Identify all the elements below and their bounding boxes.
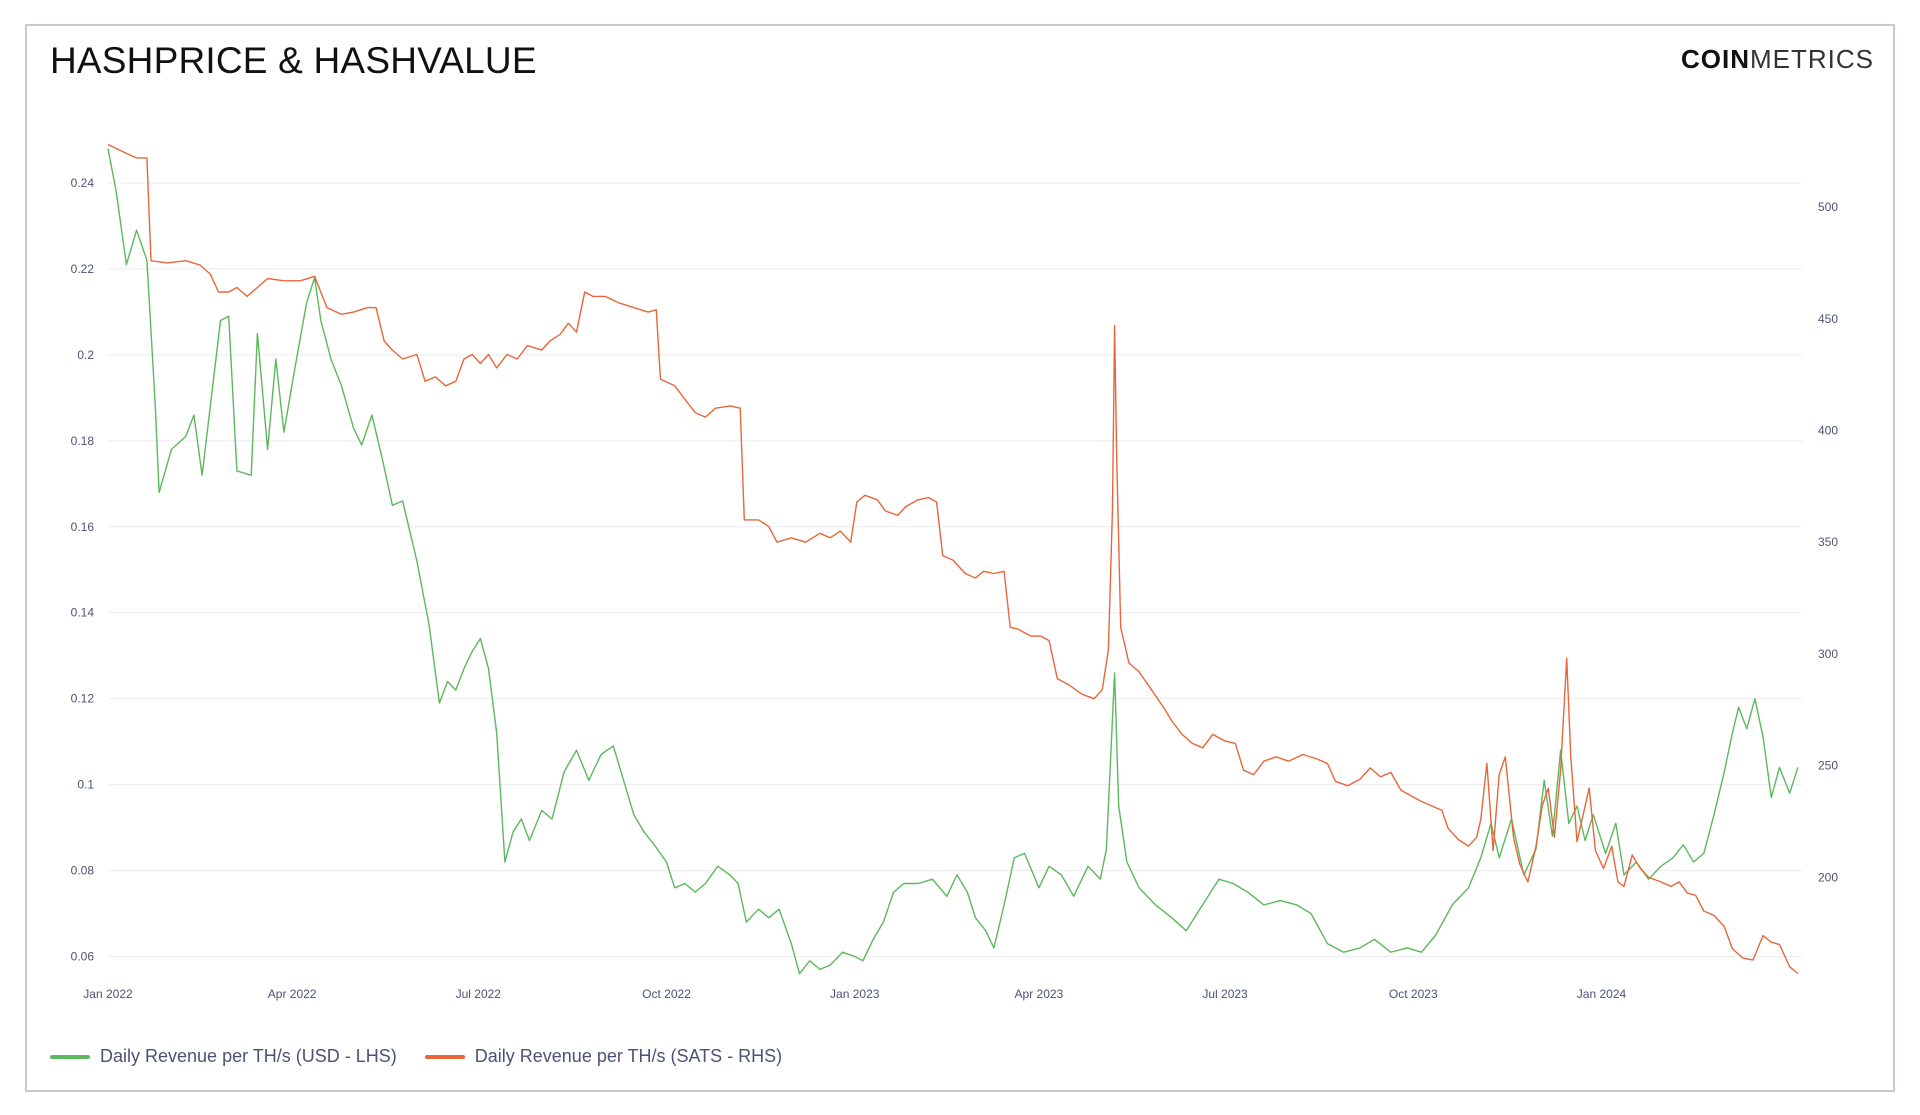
y-right-tick-label: 350 bbox=[1818, 535, 1838, 549]
y-left-tick-label: 0.24 bbox=[71, 176, 95, 190]
legend-swatch-sats bbox=[424, 1054, 465, 1059]
y-left-tick-label: 0.2 bbox=[77, 348, 94, 362]
y-left-tick-label: 0.22 bbox=[71, 262, 95, 276]
y-left-tick-label: 0.08 bbox=[71, 864, 95, 878]
axis-layer: 0.06 0.08 0.1 0.12 0.14 0.16 0.18 0.2 0.22 0.24 20… bbox=[71, 176, 1839, 1001]
y-right-tick-label: 250 bbox=[1818, 759, 1838, 773]
x-tick-label: Jan 2023 bbox=[830, 987, 880, 1001]
grid-layer bbox=[108, 182, 1802, 958]
series-layer bbox=[107, 143, 1799, 975]
chart-legend: Daily Revenue per TH/s (USD - LHS) Daily… bbox=[50, 1046, 782, 1067]
coinmetrics-logo: COINMETRICS bbox=[1681, 44, 1874, 74]
y-right-tick-label: 400 bbox=[1818, 424, 1838, 438]
x-tick-label: Jul 2023 bbox=[1202, 987, 1248, 1001]
x-tick-label: Apr 2022 bbox=[268, 987, 317, 1001]
chart-frame bbox=[25, 24, 1895, 1092]
series-line-sats bbox=[107, 143, 1799, 975]
series-line-usd bbox=[107, 148, 1799, 975]
y-left-tick-label: 0.06 bbox=[71, 950, 95, 964]
legend-label-sats: Daily Revenue per TH/s (SATS - RHS) bbox=[474, 1046, 783, 1066]
y-left-tick-label: 0.16 bbox=[71, 520, 95, 534]
x-tick-label: Jul 2022 bbox=[456, 987, 502, 1001]
x-tick-label: Oct 2022 bbox=[642, 987, 691, 1001]
chart-title: HASHPRICE & HASHVALUE bbox=[50, 40, 537, 81]
y-left-tick-label: 0.1 bbox=[77, 778, 94, 792]
x-tick-label: Jan 2024 bbox=[1577, 987, 1627, 1001]
x-tick-label: Oct 2023 bbox=[1389, 987, 1438, 1001]
y-left-tick-label: 0.14 bbox=[71, 606, 95, 620]
legend-swatch-usd bbox=[50, 1054, 90, 1059]
x-tick-label: Jan 2022 bbox=[83, 987, 133, 1001]
x-tick-label: Apr 2023 bbox=[1015, 987, 1064, 1001]
legend-label-usd: Daily Revenue per TH/s (USD - LHS) bbox=[100, 1046, 397, 1066]
y-right-tick-label: 450 bbox=[1818, 312, 1838, 326]
y-left-tick-label: 0.18 bbox=[71, 434, 95, 448]
legend-item-usd[interactable]: Daily Revenue per TH/s (USD - LHS) bbox=[50, 1046, 397, 1067]
y-right-tick-label: 500 bbox=[1818, 200, 1838, 214]
y-right-tick-label: 300 bbox=[1818, 647, 1838, 661]
y-right-tick-label: 200 bbox=[1818, 870, 1838, 884]
y-left-tick-label: 0.12 bbox=[71, 692, 95, 706]
legend-item-sats[interactable]: Daily Revenue per TH/s (SATS - RHS) bbox=[424, 1046, 783, 1067]
